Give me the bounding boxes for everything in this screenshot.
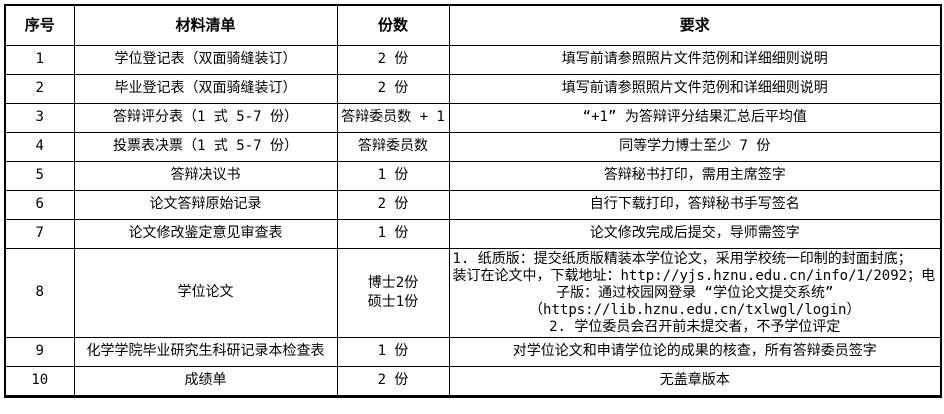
requirement-line: 子版：通过校园网登录 “学位论文提交系统” (556, 284, 834, 301)
cell-no: 1 (4, 45, 75, 75)
cell-requirement: 答辩秘书打印，需用主席签字 (448, 161, 942, 191)
cell-requirement: 对学位论文和申请学位论的成果的核查，所有答辩委员签字 (448, 337, 942, 367)
table-row: 8 学位论文 博士2份 硕士1份 1. 纸质版：提交纸质版精装本学位论文，采用学… (4, 248, 942, 338)
cell-requirement: 1. 纸质版：提交纸质版精装本学位论文，采用学校统一印制的封面封底； 装订在论文… (448, 248, 942, 338)
cell-material: 毕业登记表（双面骑缝装订） (73, 74, 338, 104)
copies-line: 硕士1份 (367, 294, 419, 310)
cell-copies: 1 份 (336, 161, 450, 191)
cell-no: 10 (4, 366, 75, 398)
requirement-line: 2. 学位委员会召开前未提交者，不予学位评定 (549, 318, 841, 335)
copies-line: 博士2份 (367, 275, 419, 291)
table-row: 10 成绩单 2 份 无盖章版本 (4, 366, 942, 398)
cell-copies: 2 份 (336, 45, 450, 75)
cell-no: 7 (4, 219, 75, 249)
cell-copies: 2 份 (336, 366, 450, 398)
cell-requirement: 无盖章版本 (448, 366, 942, 398)
cell-copies: 答辩委员数 (336, 132, 450, 162)
cell-material: 投票表决票（1 式 5-7 份） (73, 132, 338, 162)
header-row: 序号 材料清单 份数 要求 (4, 4, 942, 46)
cell-copies: 1 份 (336, 219, 450, 249)
requirement-line: 1. 纸质版：提交纸质版精装本学位论文，采用学校统一印制的封面封底； (452, 250, 912, 267)
cell-requirement: 论文修改完成后提交，导师需签字 (448, 219, 942, 249)
cell-material: 答辩决议书 (73, 161, 338, 191)
cell-material: 学位登记表（双面骑缝装订） (73, 45, 338, 75)
table-body: 1 学位登记表（双面骑缝装订） 2 份 填写前请参照照片文件范例和详细细则说明 … (4, 45, 942, 398)
table-row: 7 论文修改鉴定意见审查表 1 份 论文修改完成后提交，导师需签字 (4, 219, 942, 249)
cell-material: 成绩单 (73, 366, 338, 398)
cell-requirement: 同等学力博士至少 7 份 (448, 132, 942, 162)
cell-material: 论文答辩原始记录 (73, 190, 338, 220)
cell-no: 9 (4, 337, 75, 367)
cell-no: 4 (4, 132, 75, 162)
cell-no: 5 (4, 161, 75, 191)
cell-requirement: 自行下载打印，答辩秘书手写签名 (448, 190, 942, 220)
cell-material: 学位论文 (73, 248, 338, 338)
table-row: 5 答辩决议书 1 份 答辩秘书打印，需用主席签字 (4, 161, 942, 191)
header-material: 材料清单 (73, 4, 338, 46)
cell-material: 答辩评分表（1 式 5-7 份） (73, 103, 338, 133)
cell-no: 8 (4, 248, 75, 338)
table-row: 4 投票表决票（1 式 5-7 份） 答辩委员数 同等学力博士至少 7 份 (4, 132, 942, 162)
table-row: 9 化学学院毕业研究生科研记录本检查表 1 份 对学位论文和申请学位论的成果的核… (4, 337, 942, 367)
requirement-line: 装订在论文中，下载地址：http://yjs.hznu.edu.cn/info/… (452, 267, 936, 284)
header-copies: 份数 (336, 4, 450, 46)
cell-requirement: “+1” 为答辩评分结果汇总后平均值 (448, 103, 942, 133)
table-row: 3 答辩评分表（1 式 5-7 份） 答辩委员数 + 1 “+1” 为答辩评分结… (4, 103, 942, 133)
cell-copies: 2 份 (336, 74, 450, 104)
cell-no: 6 (4, 190, 75, 220)
cell-copies: 2 份 (336, 190, 450, 220)
requirement-line: （https://lib.hznu.edu.cn/txlwgl/login） (529, 301, 861, 318)
cell-no: 3 (4, 103, 75, 133)
table-header: 序号 材料清单 份数 要求 (4, 4, 942, 46)
cell-requirement: 填写前请参照照片文件范例和详细细则说明 (448, 45, 942, 75)
cell-copies: 1 份 (336, 337, 450, 367)
header-requirement: 要求 (448, 4, 942, 46)
materials-table: 序号 材料清单 份数 要求 1 学位登记表（双面骑缝装订） 2 份 填写前请参照… (4, 4, 942, 398)
cell-no: 2 (4, 74, 75, 104)
cell-copies: 博士2份 硕士1份 (336, 248, 450, 338)
table-row: 2 毕业登记表（双面骑缝装订） 2 份 填写前请参照照片文件范例和详细细则说明 (4, 74, 942, 104)
table-row: 6 论文答辩原始记录 2 份 自行下载打印，答辩秘书手写签名 (4, 190, 942, 220)
table-row: 1 学位登记表（双面骑缝装订） 2 份 填写前请参照照片文件范例和详细细则说明 (4, 45, 942, 75)
header-no: 序号 (4, 4, 75, 46)
cell-requirement: 填写前请参照照片文件范例和详细细则说明 (448, 74, 942, 104)
cell-material: 化学学院毕业研究生科研记录本检查表 (73, 337, 338, 367)
cell-copies: 答辩委员数 + 1 (336, 103, 450, 133)
cell-material: 论文修改鉴定意见审查表 (73, 219, 338, 249)
